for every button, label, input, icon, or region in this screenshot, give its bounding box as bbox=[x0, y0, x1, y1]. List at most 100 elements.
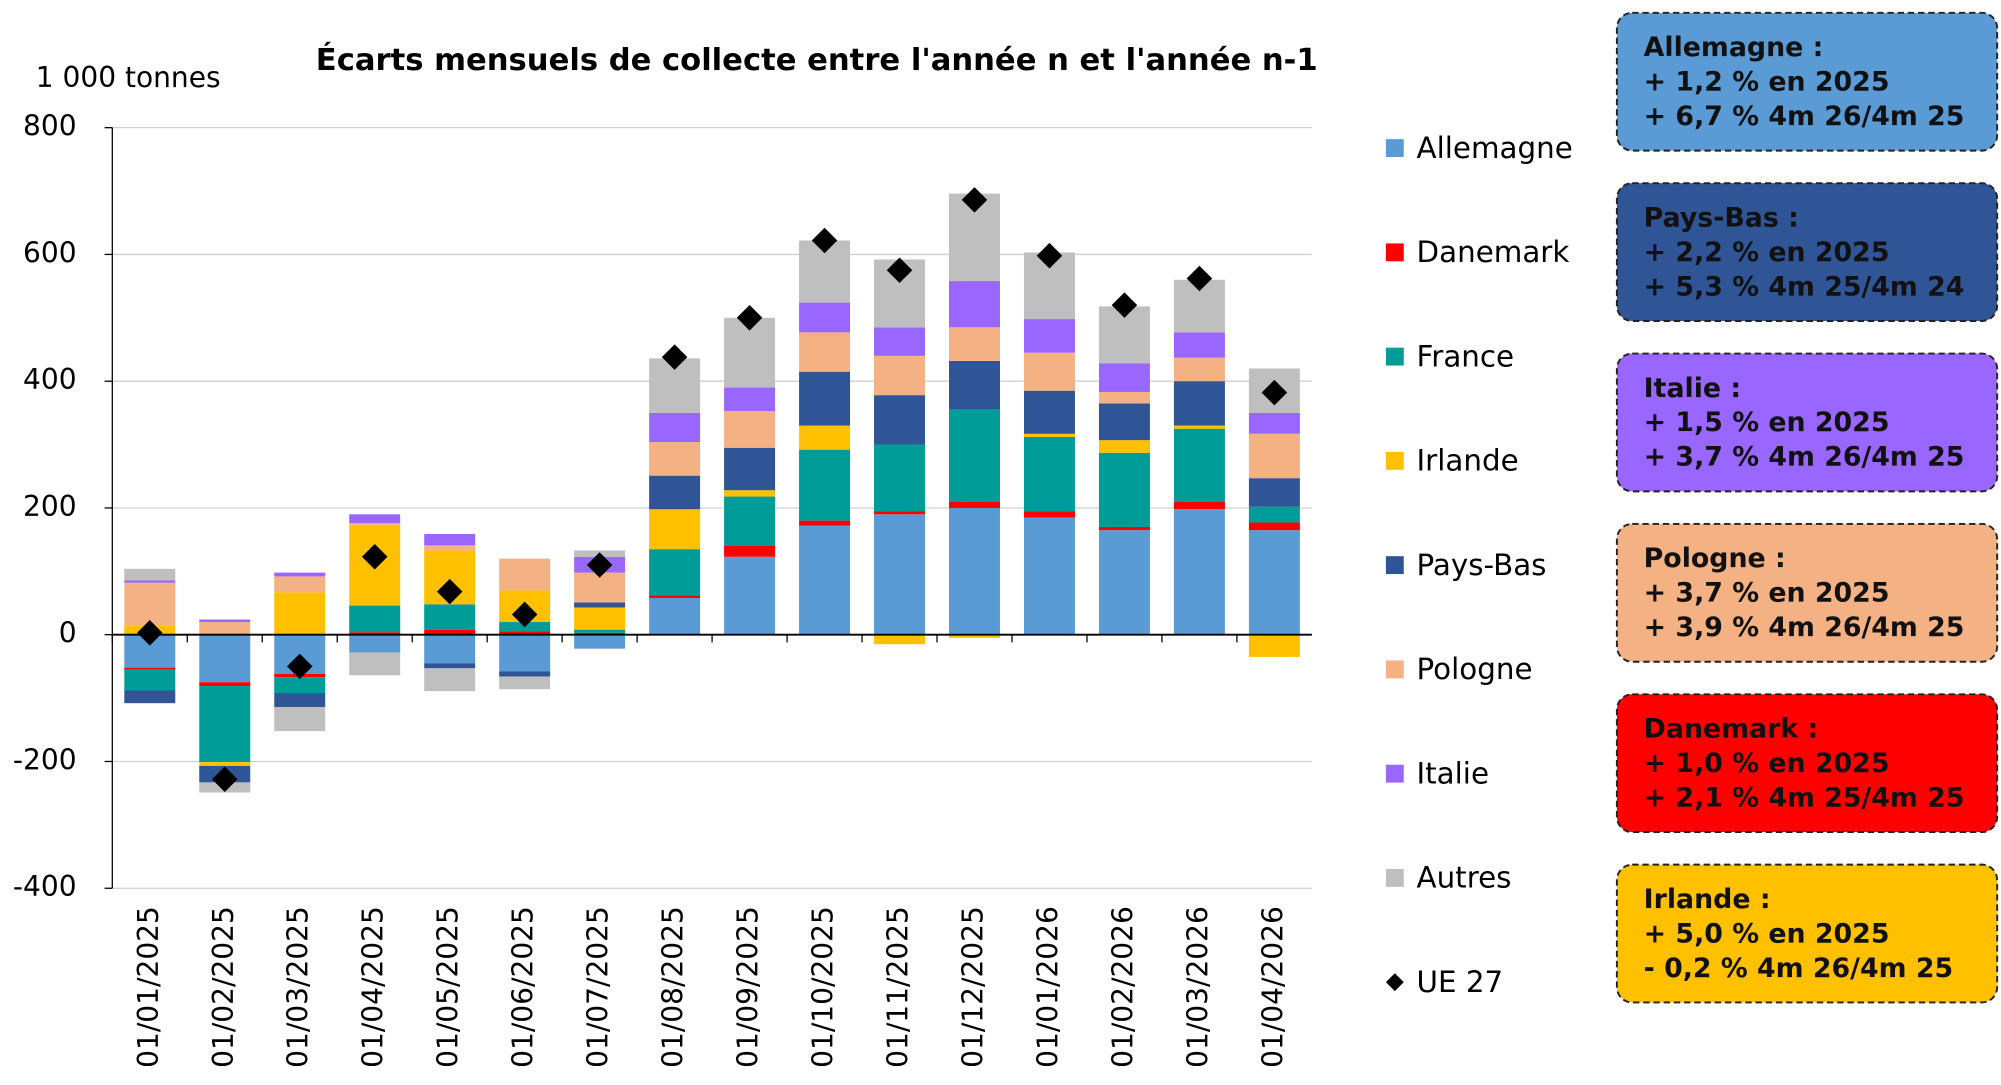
bar-segment bbox=[1173, 381, 1225, 426]
bar-segment bbox=[274, 677, 326, 694]
bar-segment bbox=[124, 580, 176, 583]
marker bbox=[1261, 379, 1288, 406]
bar-segment bbox=[274, 706, 326, 732]
info-box-line: + 5,0 % en 2025 bbox=[1644, 918, 1890, 949]
bar-segment bbox=[574, 634, 626, 649]
bar-segment bbox=[274, 693, 326, 707]
bar-segment bbox=[649, 412, 701, 443]
marker bbox=[661, 344, 688, 370]
bar-segment bbox=[799, 371, 851, 426]
bar-segment bbox=[1023, 517, 1075, 635]
bar-segment bbox=[1248, 478, 1300, 507]
bar-segment bbox=[949, 507, 1000, 635]
bar-segment bbox=[799, 449, 851, 521]
info-box: Irlande :+ 5,0 % en 2025 - 0,2 % 4m 26/4m… bbox=[1615, 863, 1999, 1004]
x-tick-label: 01/02/2026 bbox=[1106, 906, 1139, 1068]
info-box-line: Pays-Bas : bbox=[1644, 202, 1799, 233]
bar-segment bbox=[274, 592, 326, 635]
bar-segment bbox=[724, 556, 776, 635]
marker bbox=[436, 578, 463, 605]
bar-segment bbox=[124, 669, 176, 691]
bar-segment bbox=[1098, 403, 1150, 441]
bar-segment bbox=[1023, 352, 1075, 391]
bar-segment bbox=[949, 281, 1000, 328]
bar-segment bbox=[349, 514, 401, 524]
bar-segment bbox=[1023, 436, 1075, 512]
y-tick-label: 200 bbox=[23, 490, 77, 523]
info-box: Italie :+ 1,5 % en 2025 + 3,7 % 4m 26/4m … bbox=[1615, 352, 1999, 493]
marker bbox=[511, 601, 538, 628]
chart-title: Écarts mensuels de collecte entre l'anné… bbox=[316, 42, 1318, 78]
legend-label: UE 27 bbox=[1417, 965, 1504, 999]
legend-swatch bbox=[1385, 139, 1404, 158]
info-box: Danemark :+ 1,0 % en 2025+ 2,1 % 4m 25/4… bbox=[1615, 693, 1999, 834]
legend-label: Irlande bbox=[1417, 444, 1519, 478]
info-box-line: Irlande : bbox=[1644, 884, 1771, 915]
legend-swatch bbox=[1385, 451, 1404, 470]
info-box-line: + 2,1 % 4m 25/4m 25 bbox=[1644, 782, 1965, 813]
bar-segment bbox=[199, 622, 251, 635]
bar-segment bbox=[1098, 363, 1150, 392]
marker bbox=[286, 653, 313, 680]
bar-segment bbox=[1248, 506, 1300, 523]
bar-segment bbox=[1173, 357, 1225, 382]
bar-segment bbox=[1023, 433, 1075, 437]
legend-label: Allemagne bbox=[1417, 131, 1573, 165]
info-box-bg bbox=[1615, 693, 1999, 834]
info-box-line: + 5,3 % 4m 25/4m 24 bbox=[1644, 271, 1965, 302]
bar-segment bbox=[649, 509, 701, 550]
marker bbox=[1111, 292, 1138, 318]
info-box: Allemagne : + 1,2 % en 2025+ 6,7 % 4m 26/… bbox=[1615, 11, 1999, 152]
bar-segment bbox=[499, 676, 551, 690]
marker bbox=[811, 227, 838, 254]
bar-segment bbox=[1173, 425, 1225, 429]
bar-segment bbox=[1173, 501, 1225, 510]
bar-segment bbox=[799, 332, 851, 372]
marker bbox=[961, 187, 988, 213]
info-box-bg bbox=[1615, 182, 1999, 322]
legend-label: Pologne bbox=[1417, 652, 1533, 686]
legend-label: Italie bbox=[1417, 756, 1490, 790]
marker bbox=[1186, 265, 1213, 292]
bar-segment bbox=[1248, 522, 1300, 531]
bar-segment bbox=[1248, 634, 1300, 657]
legend-swatch bbox=[1385, 347, 1404, 366]
bar-segment bbox=[724, 410, 776, 448]
x-tick-label: 01/03/2025 bbox=[282, 906, 315, 1068]
info-box-line: - 0,2 % 4m 26/4m 25 bbox=[1644, 953, 1953, 984]
bar-segment bbox=[574, 602, 626, 608]
bar-segment bbox=[199, 762, 251, 766]
legend-swatch bbox=[1385, 556, 1404, 575]
info-box-line: + 2,2 % en 2025 bbox=[1644, 237, 1890, 268]
bar-segment bbox=[424, 663, 476, 669]
bar-segment bbox=[1023, 390, 1075, 434]
x-tick-label: 01/01/2025 bbox=[132, 906, 165, 1068]
bar-segment bbox=[274, 576, 326, 593]
legend-label: Pays-Bas bbox=[1417, 548, 1547, 582]
bar-segment bbox=[724, 496, 776, 546]
legend-swatch bbox=[1385, 660, 1404, 679]
bar-segment bbox=[874, 634, 926, 645]
bar-segment bbox=[724, 387, 776, 411]
info-box-line: + 3,7 % en 2025 bbox=[1644, 578, 1890, 609]
bar-segment bbox=[949, 327, 1000, 361]
y-tick-label: -400 bbox=[13, 870, 77, 903]
bar-segment bbox=[1023, 319, 1075, 353]
bar-segment bbox=[199, 619, 251, 623]
bar-segment bbox=[124, 667, 176, 670]
legend-swatch bbox=[1385, 243, 1404, 262]
x-tick-label: 01/09/2025 bbox=[732, 906, 765, 1068]
bar-segment bbox=[499, 671, 551, 677]
info-box-bg bbox=[1615, 352, 1999, 493]
info-box-line: Allemagne : bbox=[1644, 32, 1824, 63]
x-tick-label: 01/07/2025 bbox=[582, 906, 615, 1068]
bar-segment bbox=[349, 652, 401, 676]
bar-segment bbox=[1098, 452, 1150, 527]
x-tick-label: 01/10/2025 bbox=[807, 906, 840, 1068]
bar-segment bbox=[124, 690, 176, 704]
x-tick-label: 01/12/2025 bbox=[956, 906, 989, 1068]
bar-segment bbox=[1098, 440, 1150, 453]
bar-segment bbox=[649, 475, 701, 510]
